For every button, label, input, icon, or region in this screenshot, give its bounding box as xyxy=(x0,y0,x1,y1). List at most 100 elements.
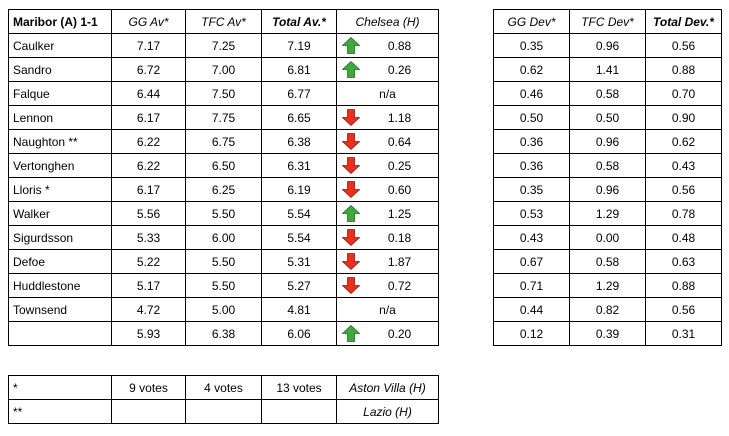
tfc-average: 5.00 xyxy=(185,297,262,322)
header-next-match: Chelsea (H) xyxy=(336,9,439,34)
arrow-down-icon xyxy=(342,229,360,246)
gg-average: 5.33 xyxy=(111,225,186,250)
tfc-average: 6.25 xyxy=(185,177,262,202)
tfc-average: 6.00 xyxy=(185,225,262,250)
header-total-dev: Total Dev.* xyxy=(645,9,722,34)
gg-deviation: 0.36 xyxy=(493,129,570,154)
tfc-average: 6.50 xyxy=(185,153,262,178)
total-deviation: 0.56 xyxy=(645,297,722,322)
tfc-average: 7.50 xyxy=(185,81,262,106)
arrow-down-icon xyxy=(342,157,360,174)
total-deviation: 0.88 xyxy=(645,273,722,298)
gg-deviation: 0.50 xyxy=(493,105,570,130)
total-deviation: 0.62 xyxy=(645,129,722,154)
total-deviation: 0.88 xyxy=(645,57,722,82)
player-name: Sigurdsson xyxy=(8,225,112,250)
header-total-av: Total Av.* xyxy=(261,9,337,34)
player-name: Vertonghen xyxy=(8,153,112,178)
deviation-row: 0.50 0.50 0.90 xyxy=(493,105,722,130)
deviation-row: 0.36 0.58 0.43 xyxy=(493,153,722,178)
deviation-row: 0.67 0.58 0.63 xyxy=(493,249,722,274)
rating-change-value: 1.18 xyxy=(387,110,412,125)
deviation-row: 0.71 1.29 0.88 xyxy=(493,273,722,298)
gg-average: 5.56 xyxy=(111,201,186,226)
deviation-row: 0.43 0.00 0.48 xyxy=(493,225,722,250)
rating-change: 0.64 xyxy=(336,129,439,154)
player-name: Naughton ** xyxy=(8,129,112,154)
deviation-header-row: GG Dev* TFC Dev* Total Dev.* xyxy=(493,9,722,34)
player-name: Sandro xyxy=(8,57,112,82)
total-average: 5.54 xyxy=(261,201,337,226)
gg-deviation: 0.12 xyxy=(493,321,570,346)
gg-deviation: 0.36 xyxy=(493,153,570,178)
gg-deviation: 0.35 xyxy=(493,177,570,202)
gg-average: 5.93 xyxy=(111,321,186,346)
total-deviation: 0.56 xyxy=(645,33,722,58)
player-row: Townsend 4.72 5.00 4.81 n/a xyxy=(8,297,439,322)
gg-deviation: 0.53 xyxy=(493,201,570,226)
gg-votes xyxy=(111,399,186,424)
average-row: 5.93 6.38 6.06 0.20 xyxy=(8,321,439,346)
tfc-average: 5.50 xyxy=(185,273,262,298)
total-average: 6.19 xyxy=(261,177,337,202)
arrow-up-icon xyxy=(342,205,360,222)
gg-votes: 9 votes xyxy=(111,375,186,400)
total-average: 6.81 xyxy=(261,57,337,82)
deviation-row: 0.12 0.39 0.31 xyxy=(493,321,722,346)
rating-change-value: 1.25 xyxy=(387,206,412,221)
rating-change: 1.18 xyxy=(336,105,439,130)
rating-change: 0.25 xyxy=(336,153,439,178)
arrow-down-icon xyxy=(342,181,360,198)
total-average: 6.38 xyxy=(261,129,337,154)
player-name: Lennon xyxy=(8,105,112,130)
rating-change: 0.72 xyxy=(336,273,439,298)
total-average: 5.54 xyxy=(261,225,337,250)
tfc-average: 7.00 xyxy=(185,57,262,82)
tfc-deviation: 1.29 xyxy=(569,201,646,226)
notes-row: * 9 votes 4 votes 13 votes Aston Villa (H) xyxy=(8,375,439,400)
player-row: Lloris * 6.17 6.25 6.19 0.60 xyxy=(8,177,439,202)
player-row: Defoe 5.22 5.50 5.31 1.87 xyxy=(8,249,439,274)
rating-change-value: 0.18 xyxy=(387,230,412,245)
tfc-deviation: 0.39 xyxy=(569,321,646,346)
total-deviation: 0.31 xyxy=(645,321,722,346)
rating-change: n/a xyxy=(336,81,439,106)
tfc-average: 5.50 xyxy=(185,201,262,226)
tfc-deviation: 0.96 xyxy=(569,129,646,154)
total-deviation: 0.90 xyxy=(645,105,722,130)
gg-average: 4.72 xyxy=(111,297,186,322)
gg-average: 7.17 xyxy=(111,33,186,58)
tfc-deviation: 0.96 xyxy=(569,33,646,58)
total-average: 6.77 xyxy=(261,81,337,106)
rating-change: 1.25 xyxy=(336,201,439,226)
header-match: Maribor (A) 1-1 xyxy=(8,9,112,34)
total-average: 4.81 xyxy=(261,297,337,322)
total-deviation: 0.56 xyxy=(645,177,722,202)
player-name: Townsend xyxy=(8,297,112,322)
rating-change: 0.18 xyxy=(336,225,439,250)
total-average: 5.27 xyxy=(261,273,337,298)
gg-average: 6.17 xyxy=(111,105,186,130)
votes-notes-table: * 9 votes 4 votes 13 votes Aston Villa (H) **… xyxy=(8,375,439,424)
player-row: Huddlestone 5.17 5.50 5.27 0.72 xyxy=(8,273,439,298)
rating-change: 1.87 xyxy=(336,249,439,274)
rating-change-value: 0.26 xyxy=(387,62,412,77)
gg-deviation: 0.46 xyxy=(493,81,570,106)
player-name: Falque xyxy=(8,81,112,106)
tfc-deviation: 0.00 xyxy=(569,225,646,250)
note-symbol: ** xyxy=(8,399,112,424)
total-deviation: 0.70 xyxy=(645,81,722,106)
deviation-row: 0.35 0.96 0.56 xyxy=(493,33,722,58)
rating-change-value: 0.72 xyxy=(387,278,412,293)
tfc-average: 7.75 xyxy=(185,105,262,130)
tfc-deviation: 0.96 xyxy=(569,177,646,202)
total-deviation: 0.78 xyxy=(645,201,722,226)
player-row: Lennon 6.17 7.75 6.65 1.18 xyxy=(8,105,439,130)
gg-deviation: 0.43 xyxy=(493,225,570,250)
total-average: 5.31 xyxy=(261,249,337,274)
ratings-table: Maribor (A) 1-1 GG Av* TFC Av* Total Av.* Ch… xyxy=(8,9,439,346)
deviation-row: 0.44 0.82 0.56 xyxy=(493,297,722,322)
rating-change: 0.26 xyxy=(336,57,439,82)
tfc-deviation: 0.50 xyxy=(569,105,646,130)
tfc-deviation: 0.82 xyxy=(569,297,646,322)
